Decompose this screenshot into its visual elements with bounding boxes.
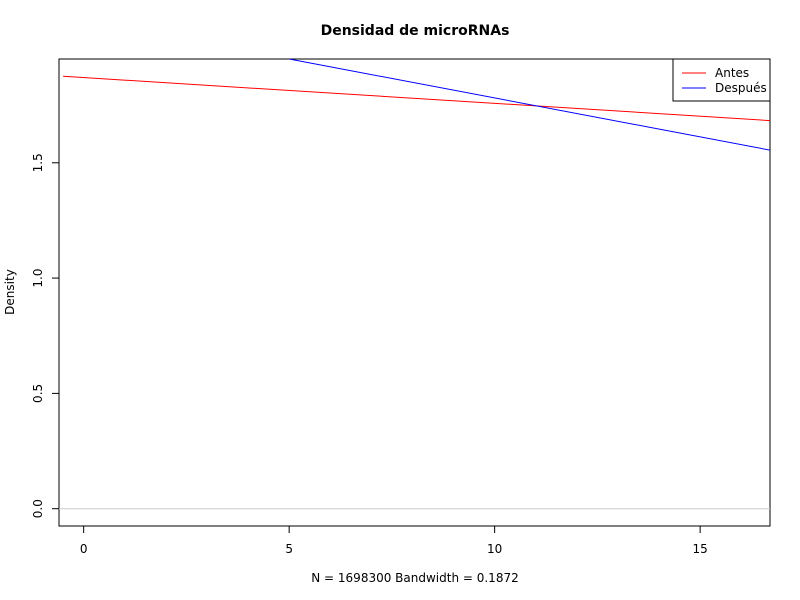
y-axis-label: Density xyxy=(3,269,17,315)
x-tick-label: 5 xyxy=(285,542,293,556)
x-tick-label: 0 xyxy=(80,542,88,556)
series-layer xyxy=(63,59,770,151)
x-tick-label: 10 xyxy=(487,542,502,556)
y-tick-label: 0.5 xyxy=(31,384,45,403)
x-axis-label: N = 1698300 Bandwidth = 0.1872 xyxy=(311,571,518,585)
legend: Antes Después xyxy=(672,58,771,102)
y-tick-label: 0.0 xyxy=(31,499,45,518)
series-line-antes xyxy=(63,75,770,122)
legend-box xyxy=(672,58,771,102)
x-axis: 0 5 10 15 xyxy=(80,525,708,556)
x-tick-label: 15 xyxy=(692,542,707,556)
y-tick-label: 1.0 xyxy=(31,269,45,288)
legend-label-despues: Después xyxy=(715,81,767,95)
y-tick-label: 1.5 xyxy=(31,153,45,172)
y-axis: 0.0 0.5 1.0 1.5 xyxy=(31,153,60,518)
plot-frame xyxy=(58,58,771,527)
legend-label-antes: Antes xyxy=(715,66,749,80)
chart-title: Densidad de microRNAs xyxy=(321,23,510,39)
series-line-despues xyxy=(289,59,770,151)
